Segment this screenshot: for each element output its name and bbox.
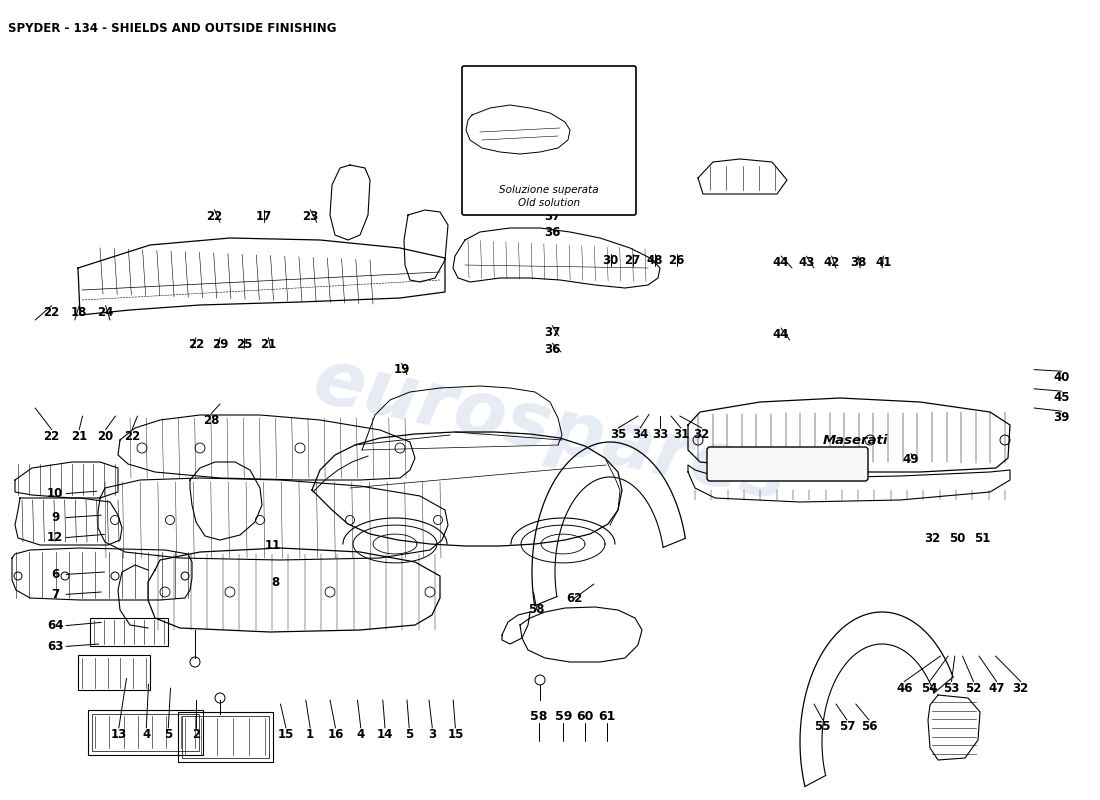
Text: 3: 3 [428,728,437,741]
Text: 39: 39 [1054,411,1069,424]
Text: 9: 9 [51,511,59,524]
Text: 36: 36 [544,343,560,356]
Bar [90,618,168,646]
Text: 48: 48 [647,254,662,266]
Text: 44: 44 [772,328,790,341]
Text: 15: 15 [278,728,294,741]
Text: 22: 22 [124,430,140,442]
Bar [182,716,270,758]
Bar [88,710,204,755]
Text: 1: 1 [306,728,315,741]
Text: 22: 22 [207,210,222,222]
Text: 10: 10 [47,487,63,500]
Text: 12: 12 [47,531,63,544]
Text: 64: 64 [46,619,64,632]
Text: 22: 22 [188,338,204,350]
Text: 15: 15 [448,728,463,741]
Text: 25: 25 [236,338,252,350]
Text: 58: 58 [528,603,544,616]
Text: 46: 46 [895,682,912,694]
Text: 30: 30 [603,254,618,266]
Text: SPYDER - 134 - SHIELDS AND OUTSIDE FINISHING: SPYDER - 134 - SHIELDS AND OUTSIDE FINIS… [8,22,337,35]
Text: 32: 32 [1013,682,1028,694]
Text: Maserati: Maserati [823,434,888,446]
Text: 8: 8 [271,576,279,589]
Text: 32: 32 [925,532,940,545]
Text: 35: 35 [610,428,626,441]
Text: 20: 20 [98,430,113,442]
Bar [78,655,150,690]
Text: 49: 49 [902,454,918,466]
Text: 24: 24 [98,306,113,318]
Text: 21: 21 [261,338,276,350]
Text: 52: 52 [966,682,981,694]
Text: 37: 37 [544,210,560,222]
Text: 38: 38 [850,256,866,269]
Text: 4: 4 [142,728,151,741]
Text: 40: 40 [1054,371,1069,384]
Text: 26: 26 [669,254,684,266]
Text: 44: 44 [772,256,790,269]
Text: 13: 13 [111,728,126,741]
Text: 43: 43 [799,256,814,269]
Text: 18: 18 [72,306,87,318]
Text: 6: 6 [51,568,59,581]
Text: 32: 32 [694,428,710,441]
Text: 45: 45 [1054,391,1069,404]
Text: 33: 33 [652,428,668,441]
Bar [178,712,273,762]
Text: 36: 36 [544,226,560,238]
Text: 51: 51 [975,532,990,545]
Text: 60: 60 [576,710,594,723]
Text: 5: 5 [405,728,414,741]
Text: 4: 4 [356,728,365,741]
Text: 61: 61 [598,710,616,723]
Text: 57: 57 [839,720,855,733]
Text: 23: 23 [302,210,318,222]
FancyBboxPatch shape [462,66,636,215]
Text: eurospares: eurospares [306,344,794,516]
Text: 54: 54 [922,682,937,694]
Text: 22: 22 [44,430,59,442]
Text: SPYDER  LLIAO: SPYDER LLIAO [758,463,818,473]
Text: 7: 7 [51,588,59,601]
Text: 37: 37 [544,326,560,338]
Text: 27: 27 [625,254,640,266]
Text: 62: 62 [566,592,582,605]
Text: 2: 2 [191,728,200,741]
Text: 14: 14 [377,728,393,741]
Text: 41: 41 [876,256,891,269]
Bar [92,714,199,751]
Text: 19: 19 [394,363,409,376]
Text: 22: 22 [44,306,59,318]
Text: 28: 28 [204,414,219,426]
Text: 5: 5 [164,728,173,741]
Text: 34: 34 [632,428,648,441]
Text: 31: 31 [673,428,689,441]
Text: Soluzione superata: Soluzione superata [499,185,598,195]
Text: 58: 58 [530,710,548,723]
Text: 56: 56 [860,720,878,733]
Text: 11: 11 [265,539,280,552]
Text: 29: 29 [212,338,228,350]
FancyBboxPatch shape [707,447,868,481]
Text: 53: 53 [944,682,959,694]
Text: 42: 42 [824,256,839,269]
Text: 17: 17 [256,210,272,222]
Text: 47: 47 [989,682,1004,694]
Text: 63: 63 [47,640,63,653]
Text: 50: 50 [949,532,965,545]
Text: 55: 55 [814,720,832,733]
Text: Old solution: Old solution [518,198,580,208]
Text: 21: 21 [72,430,87,442]
Text: 59: 59 [554,710,572,723]
Text: 16: 16 [328,728,343,741]
